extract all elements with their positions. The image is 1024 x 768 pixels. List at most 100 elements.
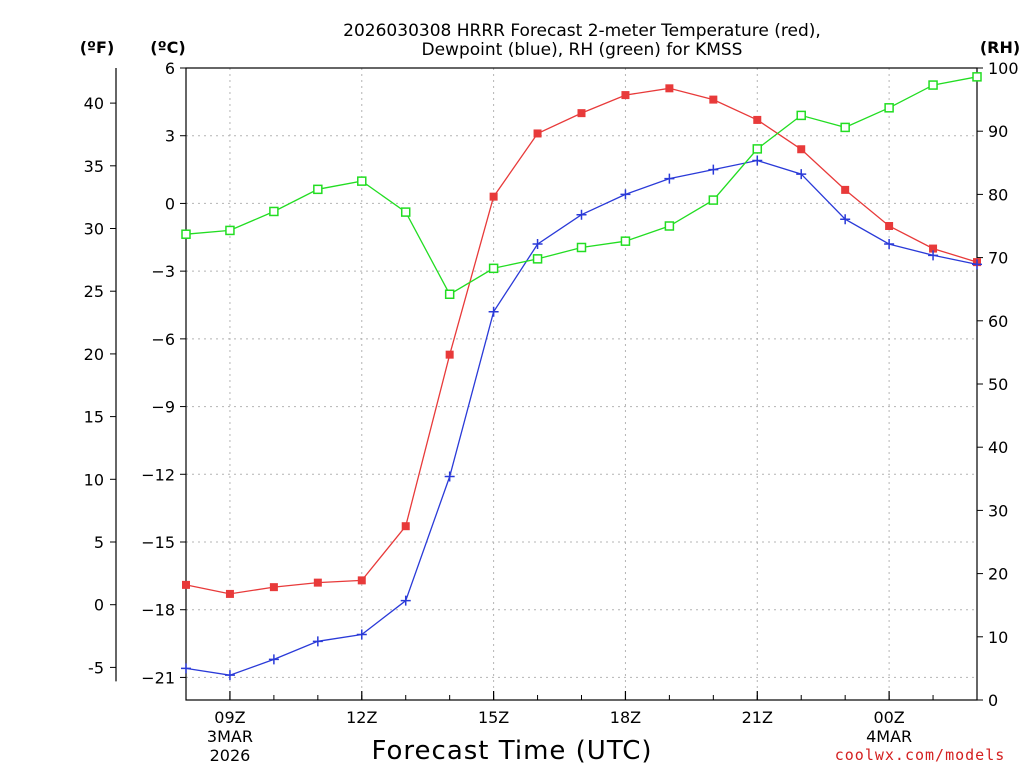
chart-title-line-1: 2026030308 HRRR Forecast 2-meter Tempera… [343, 21, 821, 41]
dewpoint-data-point [444, 471, 455, 482]
fahrenheit-tick-label: 5 [94, 533, 104, 552]
temperature-data-point [665, 84, 674, 93]
x-tick-label: 18Z [610, 708, 641, 727]
temperature-data-point [929, 244, 938, 253]
rh-tick-label: 10 [988, 628, 1008, 647]
temperature-data-point [313, 578, 322, 587]
grid-lines [186, 67, 977, 700]
x-tick-label: 15Z [478, 708, 509, 727]
plot-frame [185, 67, 978, 701]
x-tick-label: 12Z [346, 708, 377, 727]
temperature-data-point [753, 115, 762, 124]
axes [110, 67, 983, 701]
celsius-tick-label: −6 [151, 330, 175, 349]
rh-tick-label: 30 [988, 501, 1008, 520]
celsius-tick-label: 3 [165, 127, 175, 146]
dewpoint-data-point [488, 306, 499, 317]
dewpoint-data-point [532, 239, 543, 250]
temperature-data-point [533, 129, 542, 138]
dewpoint-data-point [884, 239, 895, 250]
x-tick-date-label: 3MAR [207, 727, 253, 746]
rh-tick-label: 0 [988, 691, 998, 710]
x-tick-year-label: 2026 [210, 746, 251, 765]
fahrenheit-tick-label: 30 [84, 220, 104, 239]
temperature-data-point [709, 95, 718, 104]
rh-data-point [488, 263, 499, 274]
x-tick-label: 09Z [214, 708, 245, 727]
rh-data-point [796, 110, 806, 121]
dewpoint-data-point [840, 214, 851, 225]
fahrenheit-tick-label: 40 [84, 94, 104, 113]
rh-tick-label: 70 [988, 249, 1008, 268]
rh-tick-label: 50 [988, 375, 1008, 394]
rh-data-point [620, 236, 631, 246]
temperature-data-point [841, 185, 850, 194]
chart-title-line-2: Dewpoint (blue), RH (green) for KMSS [422, 40, 743, 60]
x-axis-label: Forecast Time (UTC) [371, 736, 652, 766]
fahrenheit-tick-label: 20 [84, 345, 104, 364]
dewpoint-data-point [181, 663, 191, 674]
rh-data-point [313, 184, 323, 195]
rh-data-point [708, 195, 719, 205]
x-tick-label: 00Z [873, 708, 904, 727]
rh-data-point [225, 225, 235, 236]
x-tick-label: 21Z [742, 708, 773, 727]
temperature-data-point [357, 576, 366, 585]
rh-unit-label: (RH) [980, 38, 1020, 57]
rh-data-point [576, 242, 587, 253]
celsius-tick-label: 6 [165, 59, 175, 78]
rh-tick-label: 60 [988, 312, 1008, 331]
temperature-data-point [621, 91, 630, 100]
rh-tick-label: 90 [988, 122, 1008, 141]
rh-tick-label: 40 [988, 438, 1008, 457]
temperature-data-point [401, 522, 410, 531]
temperature-data-point [225, 589, 234, 598]
credit-text: coolwx.com/models [835, 746, 1006, 764]
celsius-tick-label: −12 [141, 465, 175, 484]
celsius-tick-label: −3 [151, 262, 175, 281]
dewpoint-data-point [400, 595, 411, 606]
temperature-data-point [489, 192, 498, 201]
rh-tick-label: 100 [988, 59, 1019, 78]
temperature-series-line [185, 87, 978, 595]
dewpoint-data-point [224, 670, 235, 681]
temperature-data-point [445, 350, 454, 359]
celsius-tick-label: −15 [141, 533, 175, 552]
fahrenheit-tick-label: 25 [84, 282, 104, 301]
rh-data-point [532, 254, 543, 264]
temperature-data-point [885, 222, 894, 230]
dewpoint-series-line [185, 159, 978, 676]
temperature-data-point [182, 580, 190, 589]
celsius-tick-label: −9 [151, 398, 175, 417]
dewpoint-data-point [752, 155, 763, 166]
rh-data-point [181, 229, 191, 239]
temperature-data-point [269, 583, 278, 592]
rh-data-point [664, 221, 675, 231]
celsius-tick-label: −21 [141, 668, 175, 687]
temperature-data-point [577, 109, 586, 118]
dewpoint-data-point [664, 173, 675, 184]
fahrenheit-unit-label: (ºF) [80, 38, 115, 57]
fahrenheit-tick-label: 0 [94, 596, 104, 615]
celsius-tick-label: 0 [165, 194, 175, 213]
dewpoint-data-point [928, 250, 939, 261]
dewpoint-data-point [796, 169, 807, 180]
fahrenheit-tick-label: 35 [84, 157, 104, 176]
dewpoint-data-point [972, 259, 982, 270]
rh-data-point [972, 72, 982, 82]
x-tick-date-label: 4MAR [866, 727, 912, 746]
celsius-tick-label: −18 [141, 601, 175, 620]
rh-data-point [357, 176, 367, 186]
data-series [181, 72, 982, 681]
dewpoint-data-point [708, 164, 719, 175]
rh-data-point [269, 206, 279, 217]
rh-data-point [752, 144, 763, 154]
fahrenheit-tick-label: -5 [88, 658, 104, 677]
dewpoint-data-point [576, 209, 587, 220]
rh-data-point [400, 207, 411, 217]
tick-labels: 4035302520151050-5630−3−6−9−12−15−18−211… [84, 59, 1019, 765]
rh-data-point [444, 289, 455, 300]
dewpoint-data-point [620, 189, 631, 200]
rh-data-point [840, 122, 850, 133]
rh-tick-label: 80 [988, 185, 1008, 204]
